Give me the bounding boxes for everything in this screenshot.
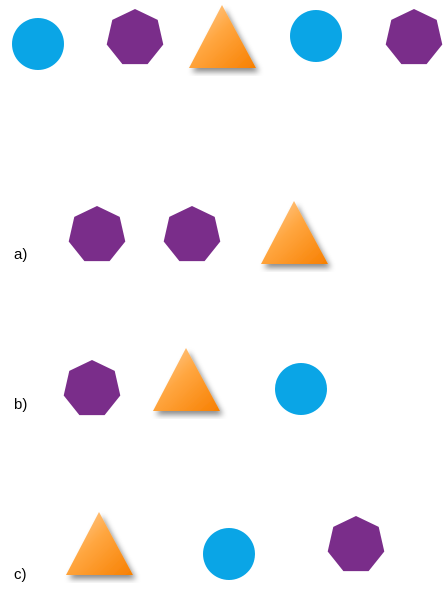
triangle-shape — [261, 201, 328, 264]
triangle-shape — [66, 512, 133, 575]
heptagon-shape — [63, 360, 121, 416]
circle-shape — [12, 18, 64, 70]
circle-fill — [275, 363, 327, 415]
heptagon-shape — [68, 206, 126, 262]
circle-fill — [12, 18, 64, 70]
heptagon-shape — [327, 516, 385, 572]
circle-fill — [203, 528, 255, 580]
circle-shape — [275, 363, 327, 415]
heptagon-shape — [163, 206, 221, 262]
heptagon-fill — [106, 9, 164, 65]
option-label: b) — [14, 396, 28, 413]
triangle-fill — [153, 348, 220, 411]
triangle-shape — [189, 5, 256, 68]
heptagon-fill — [163, 206, 221, 262]
heptagon-fill — [63, 360, 121, 416]
heptagon-fill — [327, 516, 385, 572]
option-label: c) — [14, 566, 27, 583]
triangle-shape — [153, 348, 220, 411]
circle-shape — [203, 528, 255, 580]
triangle-fill — [189, 5, 256, 68]
option-label: a) — [14, 246, 28, 263]
triangle-fill — [261, 201, 328, 264]
heptagon-shape — [106, 9, 164, 65]
triangle-fill — [66, 512, 133, 575]
heptagon-fill — [68, 206, 126, 262]
circle-fill — [290, 10, 342, 62]
heptagon-fill — [385, 9, 443, 65]
heptagon-shape — [385, 9, 443, 65]
circle-shape — [290, 10, 342, 62]
